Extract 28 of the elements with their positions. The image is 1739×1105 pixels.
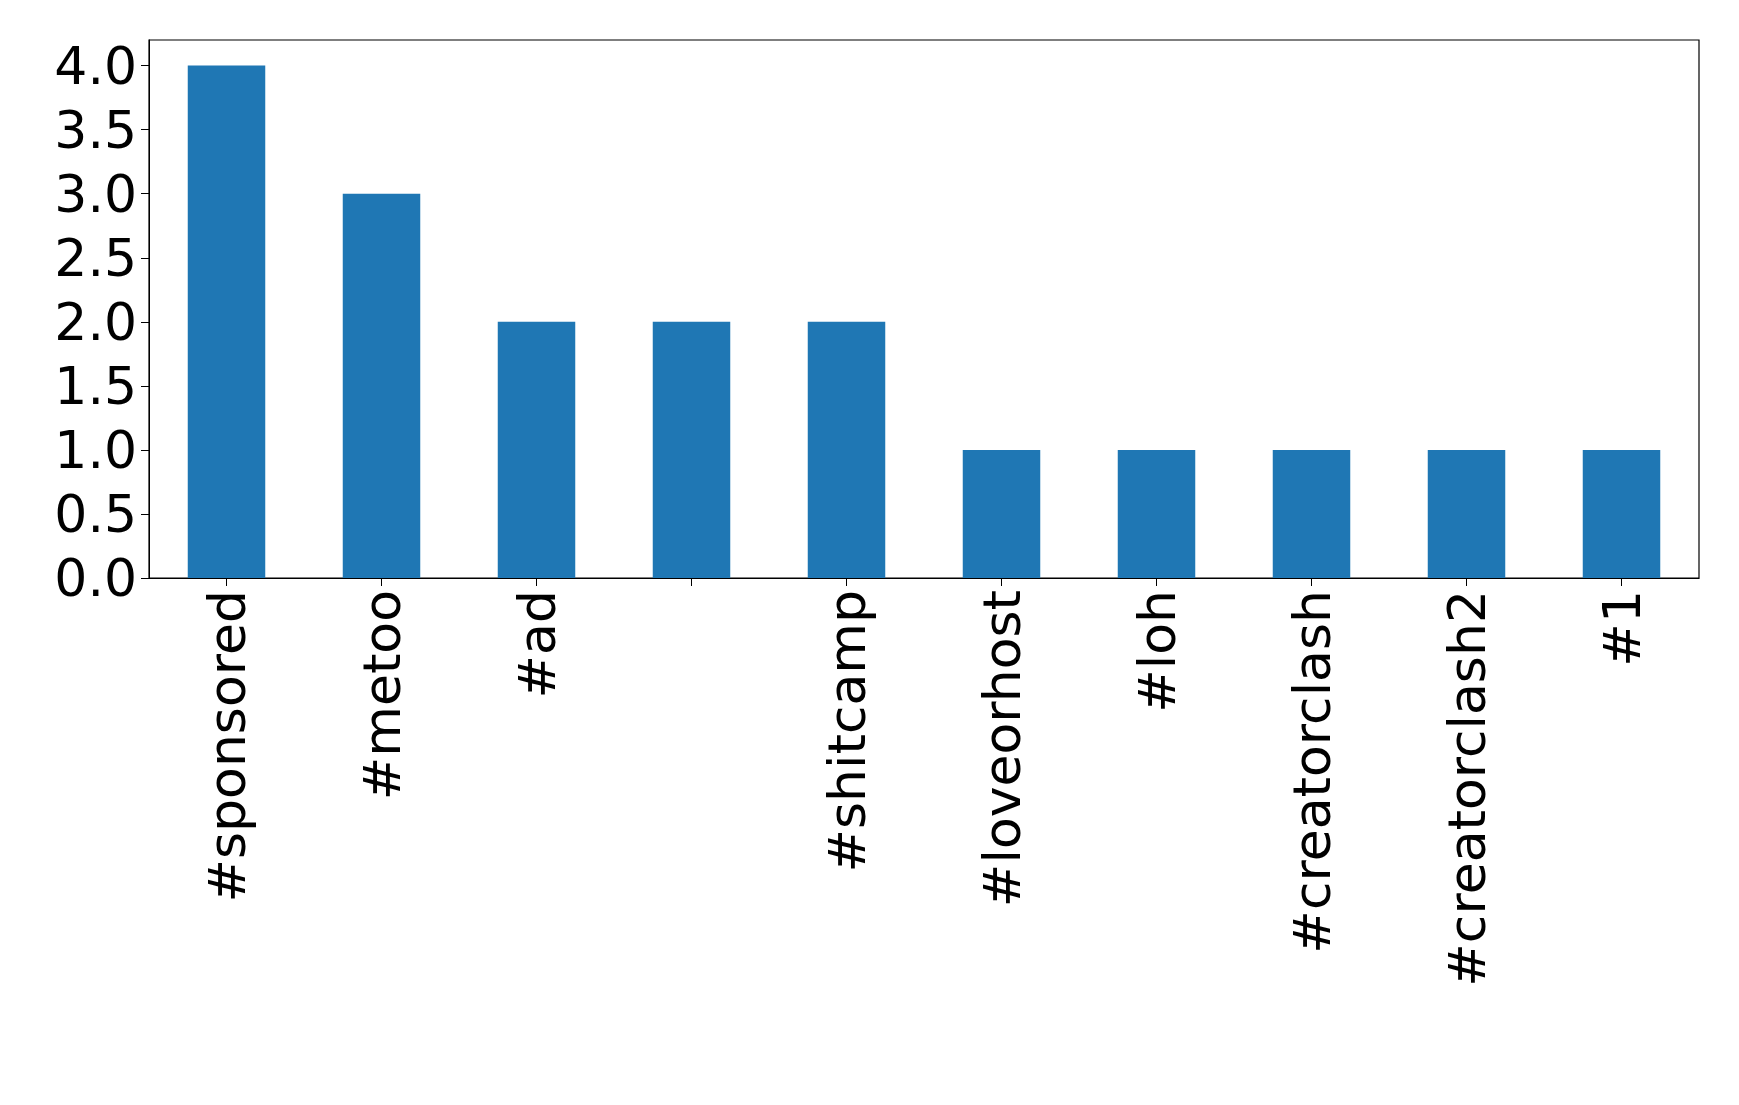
x-tick-label: #sponsored — [196, 590, 257, 903]
y-tick-label: 1.0 — [54, 419, 137, 480]
y-tick-label: 3.0 — [54, 163, 137, 224]
bar — [1427, 449, 1506, 578]
y-tick-label: 0.5 — [54, 483, 137, 544]
bar — [1582, 449, 1661, 578]
x-tick-label: #shitcamp — [816, 590, 877, 873]
x-tick-label: #creatorclash2 — [1436, 590, 1497, 987]
bar — [1117, 449, 1196, 578]
bar — [497, 321, 576, 578]
x-tick-label: #1 — [1591, 590, 1652, 667]
y-tick-label: 2.5 — [54, 227, 137, 288]
x-tick-label: #loh — [1126, 590, 1187, 713]
x-tick-label: #creatorclash — [1281, 590, 1342, 954]
y-tick-label: 3.5 — [54, 99, 137, 160]
bar — [342, 193, 421, 578]
x-tick-label: #ad — [506, 590, 567, 699]
y-tick-label: 0.0 — [54, 548, 137, 608]
x-tick-label: #metoo — [351, 590, 412, 801]
y-tick-label: 4.0 — [54, 35, 137, 96]
bar — [1272, 449, 1351, 578]
x-tick-label: #loveorhost — [971, 590, 1032, 908]
bar — [187, 65, 266, 578]
y-tick-label: 2.0 — [54, 291, 137, 352]
bar — [807, 321, 886, 578]
y-tick-label: 1.5 — [54, 355, 137, 416]
bar — [962, 449, 1041, 578]
bar — [652, 321, 731, 578]
